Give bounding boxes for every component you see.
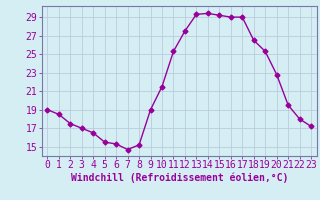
- X-axis label: Windchill (Refroidissement éolien,°C): Windchill (Refroidissement éolien,°C): [70, 173, 288, 183]
